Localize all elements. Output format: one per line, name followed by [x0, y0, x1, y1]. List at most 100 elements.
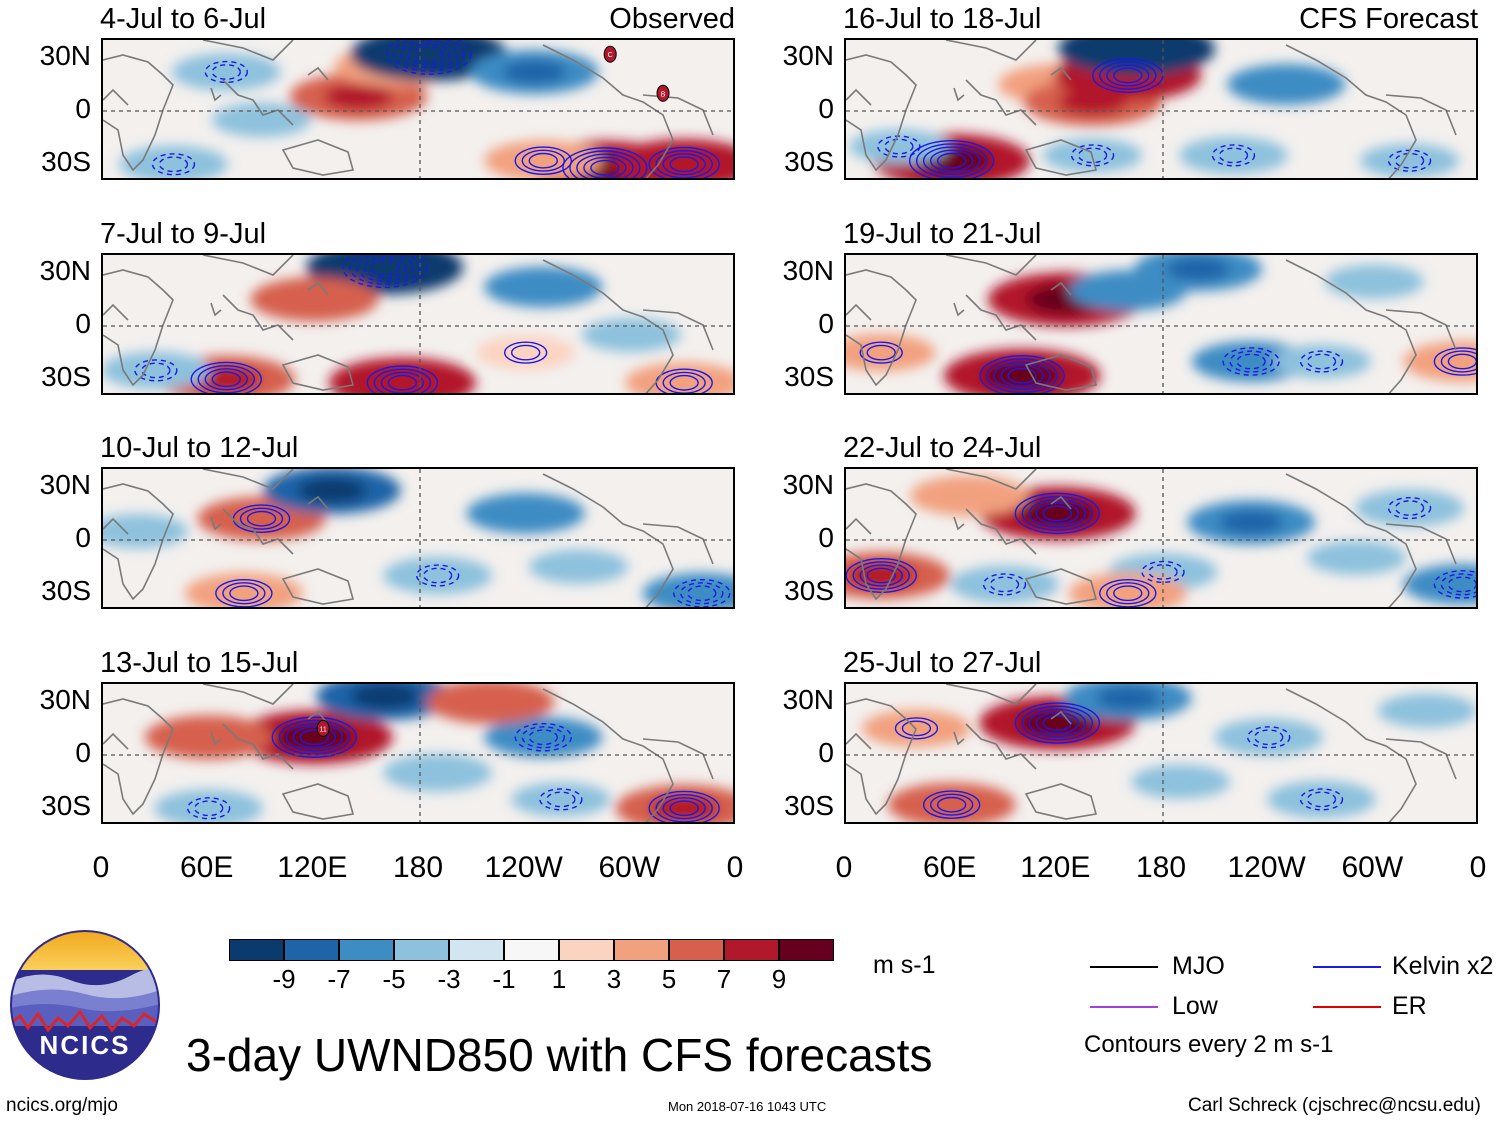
anomaly-blob: [476, 335, 576, 370]
coastline: [210, 302, 222, 317]
colorbar-tick-label: -9: [272, 964, 296, 994]
contour-line: [673, 578, 731, 607]
y-tick-label: 30S: [784, 146, 834, 178]
contour-line: [1035, 502, 1080, 525]
contour-line: [215, 578, 273, 607]
contour-line: [1042, 715, 1073, 731]
timestamp: Mon 2018-07-16 1043 UTC: [668, 1099, 827, 1114]
coastline: [222, 294, 294, 341]
coastline: [222, 723, 294, 770]
y-tick-label: 30N: [39, 254, 91, 286]
y-tick-label: 30N: [782, 254, 834, 286]
anomaly-core: [1219, 510, 1284, 535]
x-tick-label: 0: [726, 851, 744, 884]
anomaly-core: [323, 83, 393, 110]
y-tick-label: 30N: [782, 683, 834, 715]
panel-title: 4-Jul to 6-Jul: [100, 3, 267, 35]
anomaly-core: [350, 684, 420, 710]
contour-line: [1042, 505, 1073, 522]
coastline: [846, 88, 872, 106]
contour-line: [1394, 500, 1425, 516]
anomaly-core: [389, 40, 468, 69]
panel-map-svg: [103, 255, 733, 393]
coastline: [103, 303, 129, 321]
x-tick-label: 120E: [1020, 851, 1091, 884]
coastline: [307, 281, 329, 296]
contour-line: [648, 790, 720, 822]
panel-map-svg: 11: [103, 684, 733, 822]
panel-map-svg: CB: [103, 40, 733, 178]
x-tick-label: 60E: [179, 851, 234, 884]
x-tick-label: 0: [835, 851, 853, 884]
coastline: [542, 44, 674, 178]
coastline: [103, 269, 174, 387]
anomaly-core: [1097, 40, 1176, 64]
map-panel: [844, 467, 1478, 609]
contour-line: [866, 344, 896, 361]
legend-er-line: [1313, 1006, 1381, 1008]
anomaly-core: [1166, 257, 1231, 282]
storm-marker: [656, 84, 670, 102]
x-tick-label: 0: [1469, 851, 1487, 884]
y-tick-label: 0: [818, 93, 834, 124]
contour-line: [877, 135, 921, 158]
coastline: [642, 523, 714, 565]
contour-line: [158, 156, 189, 173]
coastline: [202, 40, 294, 61]
coastline: [1050, 495, 1072, 510]
x-tick-label: 180: [1135, 851, 1187, 884]
contour-line: [1433, 347, 1476, 376]
x-tick-label: 0: [92, 851, 110, 884]
contour-line: [186, 797, 231, 820]
panel-map-svg: [846, 684, 1476, 822]
panel-title: 19-Jul to 21-Jul: [843, 218, 1042, 250]
colorbar-swatch: [559, 939, 614, 961]
coastline: [846, 483, 917, 601]
anomaly-blob: [103, 351, 211, 390]
contour-line: [1077, 147, 1108, 164]
contour-line: [370, 259, 400, 276]
contour-line: [528, 152, 558, 169]
colorbar-tick-label: 1: [551, 964, 567, 994]
coastline: [307, 66, 329, 81]
contour-line: [299, 729, 330, 746]
contour-line: [1106, 582, 1150, 605]
coastline: [210, 731, 222, 746]
site-url[interactable]: ncics.org/mjo: [6, 1095, 118, 1116]
colorbar-tick-label: -3: [437, 964, 461, 994]
anomaly-core: [458, 689, 523, 714]
contour-line: [1021, 495, 1094, 531]
y-tick-label: 0: [75, 308, 91, 339]
contour-line: [514, 146, 572, 175]
colorbar-swatch: [284, 939, 339, 961]
map-panel: [844, 253, 1478, 395]
y-tick-label: 0: [75, 737, 91, 768]
contour-line: [669, 156, 699, 173]
contour-line: [936, 796, 967, 813]
contour-line: [190, 361, 262, 393]
coastline: [953, 516, 965, 531]
contour-line: [852, 561, 910, 590]
author-credit: Carl Schreck (cjschrec@ncsu.edu): [1188, 1095, 1481, 1116]
contour-line: [986, 358, 1058, 393]
contour-line: [393, 40, 465, 72]
coastline: [222, 508, 294, 555]
colorbar-tick-label: 5: [661, 964, 677, 994]
contour-line: [569, 150, 641, 178]
y-tick-label: 30S: [41, 146, 91, 178]
anomaly-blob: [1403, 341, 1476, 382]
contour-line: [1440, 350, 1476, 373]
coastline: [281, 139, 355, 176]
y-tick-label: 30N: [782, 39, 834, 71]
x-tick-label: 60E: [922, 851, 977, 884]
anomaly-core: [1095, 686, 1160, 711]
contour-line: [134, 359, 178, 382]
contour-line: [1099, 578, 1157, 607]
coastline: [281, 354, 355, 391]
anomaly-blob: [1267, 780, 1376, 819]
contour-line: [400, 40, 458, 69]
contour-line: [197, 364, 255, 393]
contour-line: [1299, 350, 1344, 373]
contour-line: [204, 368, 248, 391]
